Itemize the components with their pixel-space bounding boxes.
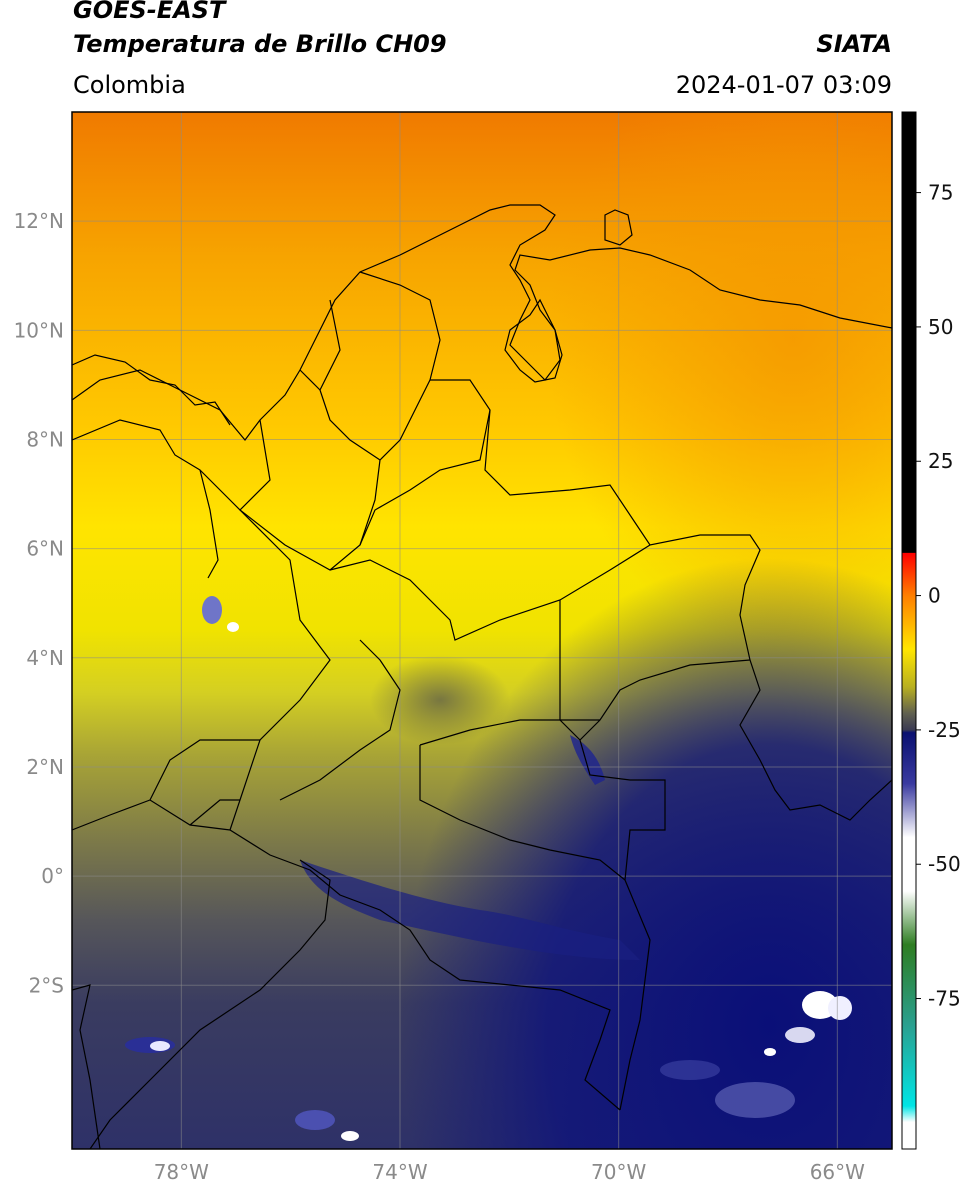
colorbar-scale [902, 112, 916, 1149]
latitude-ticks: 12°N 10°N 8°N 6°N 4°N 2°N 0° 2°S [14, 209, 64, 997]
department-lines-l [189, 799, 240, 826]
title-line-1: GOES-EAST [73, 0, 226, 24]
department-lines-k [149, 739, 260, 801]
lat-tick-label: 8°N [26, 427, 64, 451]
department-lines-e [419, 719, 600, 746]
lake-maracaibo [504, 298, 563, 383]
lat-tick-label: 0° [41, 864, 64, 888]
paraguana-peninsula [604, 209, 633, 246]
department-lines-i [359, 459, 381, 546]
department-lines-f [419, 745, 626, 881]
ecuador-border [89, 859, 331, 1149]
satellite-imagery [72, 112, 892, 1149]
colorbar-tick-label: 50 [928, 315, 953, 339]
colorbar-tick-label: 75 [928, 181, 953, 205]
lat-tick-label: 2°N [26, 755, 64, 779]
lat-tick-label: 6°N [26, 537, 64, 561]
colombia-brazil-border [579, 659, 751, 1111]
country-borders [72, 204, 892, 1149]
map-frame [71, 111, 893, 1150]
lat-tick-label: 12°N [14, 209, 64, 233]
colorbar-tick-label: -75 [928, 987, 961, 1011]
title-line-2: Temperatura de Brillo CH09 [73, 30, 447, 58]
department-lines-c [329, 544, 651, 641]
region-label: Colombia [73, 71, 186, 99]
peru-coast [72, 984, 101, 1149]
colorbar-frame [901, 111, 917, 1150]
colorbar-tick-label: -25 [928, 718, 961, 742]
brand-label: SIATA [816, 30, 892, 58]
lat-tick-label: 2°S [29, 973, 64, 997]
central-america [72, 354, 231, 426]
lon-tick-label: 66°W [810, 1160, 865, 1184]
department-lines-b [199, 469, 331, 831]
lon-tick-label: 74°W [372, 1160, 427, 1184]
lon-tick-label: 78°W [154, 1160, 209, 1184]
colombia-venezuela-border [430, 379, 892, 821]
colombia-peru-border [72, 799, 621, 1111]
timestamp-label: 2024-01-07 03:09 [675, 71, 892, 99]
department-lines-g [279, 639, 401, 801]
lat-tick-label: 10°N [14, 318, 64, 342]
longitude-ticks: 78°W 74°W 70°W 66°W [154, 1160, 865, 1184]
colorbar: 75 50 25 0 -25 -50 -75 [901, 111, 961, 1150]
colorbar-tick-label: -50 [928, 852, 961, 876]
colorbar-tick-label: 25 [928, 449, 953, 473]
colorbar-tick-label: 0 [928, 584, 941, 608]
department-lines-j [299, 369, 321, 391]
lon-tick-label: 70°W [591, 1160, 646, 1184]
graticule [72, 112, 892, 1149]
lat-tick-label: 4°N [26, 646, 64, 670]
colombia-border [72, 204, 892, 579]
